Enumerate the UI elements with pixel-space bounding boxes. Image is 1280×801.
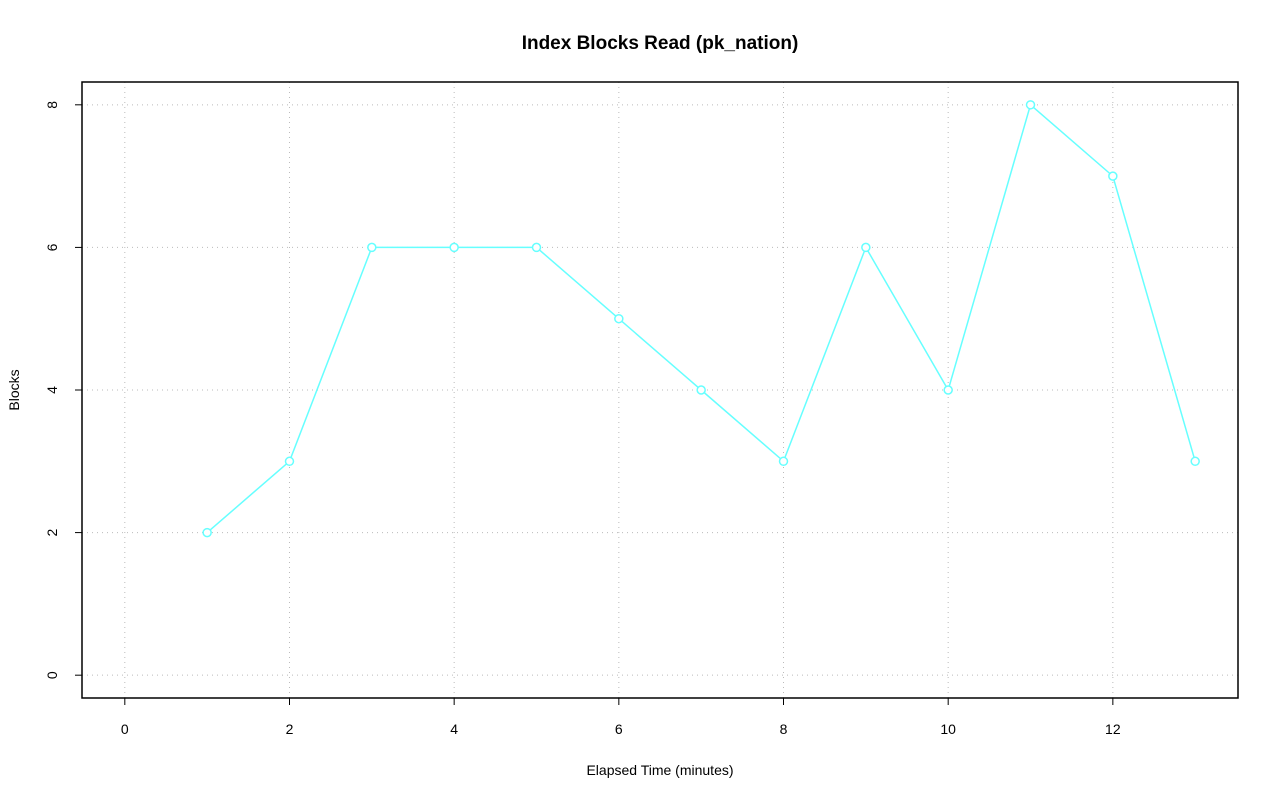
- x-tick-label: 2: [286, 721, 294, 737]
- chart-title: Index Blocks Read (pk_nation): [522, 33, 799, 54]
- x-tick-label: 6: [615, 721, 623, 737]
- data-point: [1190, 456, 1200, 467]
- data-point: [367, 242, 377, 253]
- x-axis-label: Elapsed Time (minutes): [586, 762, 733, 778]
- y-tick-label: 4: [44, 386, 60, 394]
- data-point: [696, 385, 706, 395]
- x-tick-label: 0: [121, 721, 129, 737]
- y-tick-label: 2: [44, 528, 60, 536]
- data-point: [202, 527, 212, 538]
- y-axis-label: Blocks: [6, 369, 22, 410]
- data-point: [778, 456, 789, 467]
- data-point: [943, 385, 953, 395]
- data-point: [1108, 171, 1118, 181]
- x-tick-label: 10: [940, 721, 956, 737]
- data-point: [284, 456, 295, 467]
- data-point: [449, 242, 459, 253]
- x-tick-label: 4: [450, 721, 458, 737]
- data-point: [1025, 100, 1036, 110]
- data-point: [531, 242, 542, 253]
- data-point: [614, 313, 624, 324]
- y-tick-label: 6: [44, 243, 60, 251]
- series-line: [206, 103, 1196, 534]
- data-point: [861, 242, 871, 253]
- x-tick-label: 8: [780, 721, 788, 737]
- y-tick-label: 0: [44, 671, 60, 679]
- plot-frame: [81, 81, 1239, 699]
- x-tick-label: 12: [1105, 721, 1121, 737]
- y-tick-label: 8: [44, 101, 60, 109]
